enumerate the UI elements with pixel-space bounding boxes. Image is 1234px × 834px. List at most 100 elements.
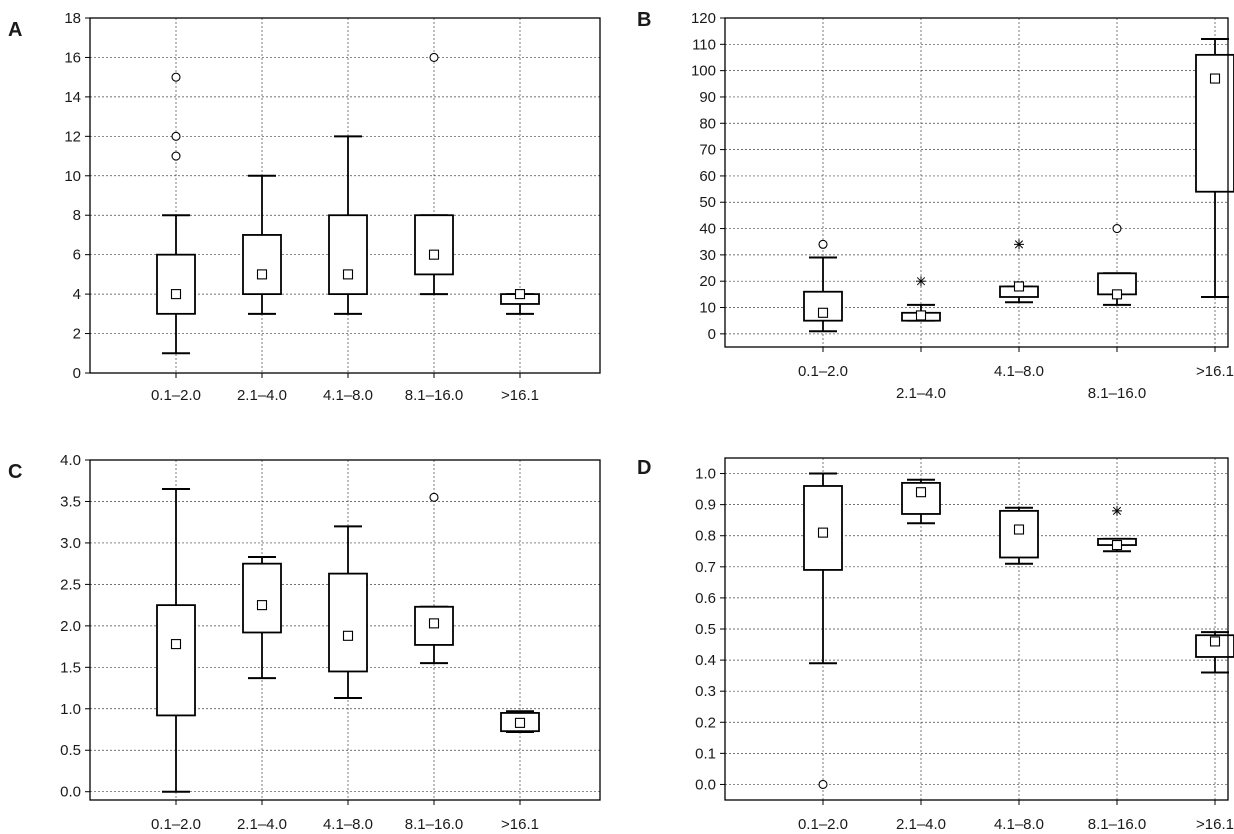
outlier-point — [818, 779, 828, 790]
x-category-label: 8.1–16.0 — [405, 387, 463, 404]
y-tick-label: 8 — [73, 207, 81, 224]
x-category-label: 4.1–8.0 — [323, 816, 373, 833]
y-tick-label: 1.0 — [695, 466, 716, 483]
boxplot-panel-a: A 0 2 4 6 8 10 12 14 16 18 0.1–2.0 2.1–4.0 4.1–8.0 8.1… — [8, 10, 601, 404]
y-tick-label: 0.0 — [695, 776, 716, 793]
median-marker — [915, 310, 927, 321]
y-tick-label: 50 — [699, 194, 716, 211]
y-tick-label: 1.5 — [60, 659, 81, 676]
y-tick-label: 14 — [64, 89, 81, 106]
x-category-label: 2.1–4.0 — [896, 385, 946, 402]
median-marker — [428, 618, 440, 629]
box-3 — [999, 239, 1039, 304]
median-marker — [256, 269, 268, 280]
box-1 — [803, 472, 843, 790]
box-3 — [328, 135, 368, 315]
plot-frame — [724, 17, 1229, 348]
boxplot-panel-c: C 0.0 0.5 1.0 1.5 2.0 2.5 3.0 3.5 4.0 0.1–2.0 2.1–4… — [8, 452, 601, 833]
iqr-box — [242, 562, 282, 634]
x-category-label: 4.1–8.0 — [994, 816, 1044, 833]
box-1 — [156, 488, 196, 793]
iqr-box — [156, 604, 196, 717]
median-marker — [514, 289, 526, 300]
y-tick-label: 0.4 — [695, 652, 716, 669]
box-2 — [242, 174, 282, 315]
box-4 — [414, 52, 454, 296]
plot-frame — [724, 457, 1229, 801]
y-tick-label: 0.0 — [60, 784, 81, 801]
extreme-point — [916, 276, 926, 287]
box-2 — [901, 276, 941, 322]
median-marker — [1111, 289, 1123, 300]
y-tick-label: 30 — [699, 247, 716, 264]
x-category-label: 8.1–16.0 — [1088, 385, 1146, 402]
median-marker — [170, 639, 182, 650]
y-tick-label: 0.5 — [60, 742, 81, 759]
median-marker — [915, 487, 927, 498]
x-category-label: >16.1 — [1196, 816, 1234, 833]
x-category-label: 2.1–4.0 — [896, 816, 946, 833]
median-marker — [1013, 524, 1025, 535]
median-marker — [1209, 73, 1221, 84]
iqr-box — [242, 234, 282, 296]
y-tick-label: 0 — [708, 326, 716, 343]
y-tick-label: 16 — [64, 49, 81, 66]
y-tick-label: 0.2 — [695, 714, 716, 731]
box-3 — [999, 506, 1039, 565]
y-tick-label: 18 — [64, 10, 81, 27]
boxplot-panel-b: B 0 10 20 30 40 50 60 70 80 90 100 110 120 0.1–2.0 2.1–… — [637, 9, 1234, 402]
extreme-point — [1014, 239, 1024, 250]
y-tick-label: 10 — [64, 168, 81, 185]
x-category-label: 0.1–2.0 — [798, 363, 848, 380]
median-marker — [1209, 636, 1221, 647]
y-tick-label: 0.9 — [695, 497, 716, 514]
panel-letter: D — [637, 457, 651, 479]
median-marker — [170, 289, 182, 300]
y-tick-label: 40 — [699, 221, 716, 238]
median-marker — [342, 269, 354, 280]
median-marker — [817, 527, 829, 538]
median-marker — [1013, 281, 1025, 292]
box-2 — [242, 556, 282, 680]
x-category-label: >16.1 — [1196, 363, 1234, 380]
outlier-point — [818, 239, 828, 249]
panel-letter: B — [637, 9, 651, 31]
median-marker — [1111, 540, 1123, 551]
iqr-box — [328, 572, 368, 673]
iqr-box — [414, 214, 454, 276]
x-category-label: 0.1–2.0 — [151, 816, 201, 833]
x-category-label: 2.1–4.0 — [237, 387, 287, 404]
box-3 — [328, 525, 368, 699]
median-marker — [342, 630, 354, 641]
y-tick-label: 2.5 — [60, 576, 81, 593]
y-tick-label: 120 — [691, 10, 716, 27]
y-tick-label: 0.5 — [695, 621, 716, 638]
panel-letter: A — [8, 19, 22, 41]
y-tick-label: 0.3 — [695, 683, 716, 700]
y-tick-label: 60 — [699, 168, 716, 185]
y-tick-label: 20 — [699, 273, 716, 290]
x-category-label: 8.1–16.0 — [405, 816, 463, 833]
x-category-label: >16.1 — [501, 387, 539, 404]
median-marker — [428, 249, 440, 260]
x-category-label: 4.1–8.0 — [323, 387, 373, 404]
outlier-point — [171, 151, 181, 161]
x-category-label: >16.1 — [501, 816, 539, 833]
box-4 — [414, 492, 454, 665]
y-tick-label: 3.0 — [60, 535, 81, 552]
plot-frame — [89, 459, 601, 801]
y-tick-label: 4 — [73, 286, 81, 303]
outlier-point — [429, 52, 439, 62]
box-4 — [1097, 224, 1137, 306]
y-tick-label: 0 — [73, 365, 81, 382]
y-tick-label: 0.1 — [695, 745, 716, 762]
box-4 — [1097, 505, 1137, 553]
panel-letter: C — [8, 461, 22, 483]
extreme-point — [1112, 505, 1122, 516]
iqr-box — [156, 253, 196, 315]
x-category-label: 4.1–8.0 — [994, 363, 1044, 380]
y-tick-label: 4.0 — [60, 452, 81, 469]
outlier-point — [429, 492, 439, 502]
y-tick-label: 0.8 — [695, 528, 716, 545]
